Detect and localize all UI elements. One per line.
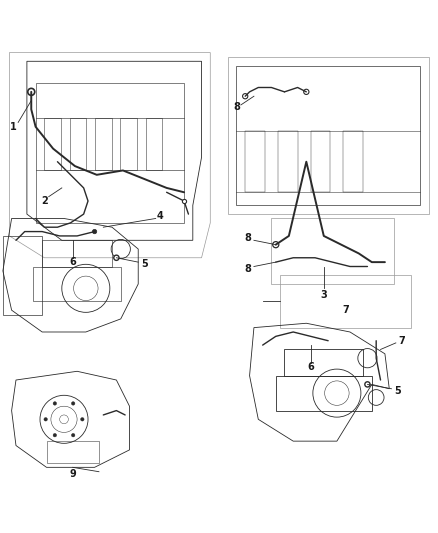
Bar [237,66,420,205]
Bar [343,131,363,192]
Bar [120,118,137,171]
Bar [35,83,184,223]
Bar [228,57,428,214]
Bar [42,240,112,266]
Circle shape [92,229,97,234]
Text: 8: 8 [244,233,251,243]
Bar [285,350,363,376]
Circle shape [71,433,75,437]
Circle shape [53,402,57,405]
Text: 6: 6 [69,257,76,267]
Bar [95,118,112,171]
Text: 7: 7 [342,305,349,315]
Bar [146,118,162,171]
Bar [311,131,330,192]
Circle shape [304,89,309,94]
Circle shape [44,417,47,421]
Text: 8: 8 [244,264,251,273]
Circle shape [81,417,84,421]
Text: 6: 6 [307,362,314,372]
Circle shape [243,94,248,99]
Text: 7: 7 [398,336,405,346]
Text: 2: 2 [41,196,48,206]
Bar [46,441,99,463]
Bar [280,275,411,328]
Circle shape [53,433,57,437]
Circle shape [114,255,119,261]
Bar [33,266,121,302]
Bar [245,131,265,192]
Text: 8: 8 [233,102,240,112]
Bar [278,131,297,192]
Text: 9: 9 [69,469,76,479]
Text: 4: 4 [157,211,163,221]
Bar [276,376,372,410]
Circle shape [71,402,75,405]
Text: 5: 5 [141,260,148,269]
Bar [3,236,42,314]
Bar [44,118,61,171]
Bar [70,118,86,171]
Text: 1: 1 [11,122,17,132]
Circle shape [365,382,370,387]
Text: 5: 5 [394,386,400,396]
Text: 3: 3 [321,290,327,300]
Circle shape [28,88,35,95]
Circle shape [273,241,279,248]
